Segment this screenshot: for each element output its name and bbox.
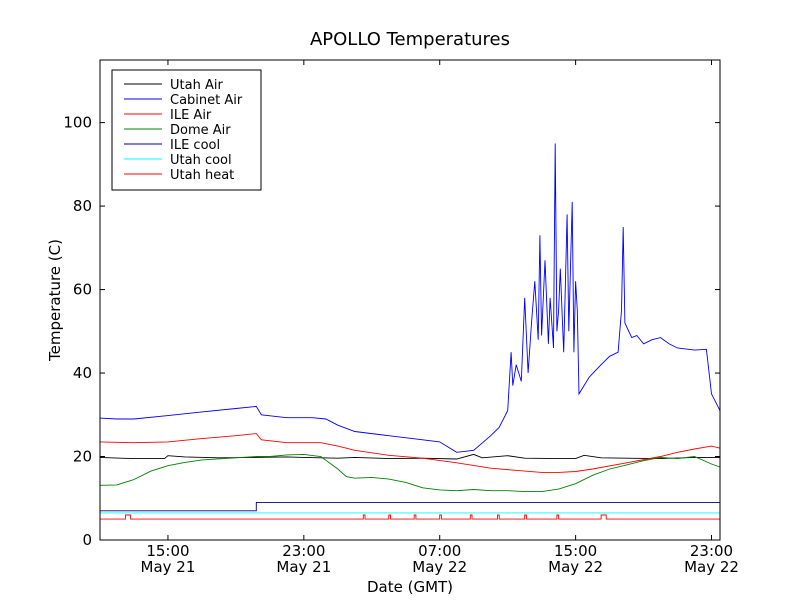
y-tick-label: 40 [73, 364, 92, 382]
x-tick-date: May 21 [141, 558, 196, 576]
legend-label: ILE Air [170, 108, 212, 123]
x-tick-time: 23:00 [690, 542, 733, 560]
x-tick-date: May 22 [548, 558, 603, 576]
legend-label: Dome Air [170, 123, 231, 138]
y-axis-label: Temperature (C) [46, 239, 64, 362]
x-axis-label: Date (GMT) [367, 578, 453, 596]
y-tick-label: 100 [63, 114, 92, 132]
x-tick-time: 15:00 [146, 542, 189, 560]
series-line-ile-air [99, 433, 721, 473]
x-tick-time: 23:00 [282, 542, 325, 560]
plot-frame [99, 59, 721, 541]
y-tick-label: 60 [73, 281, 92, 299]
series-line-ile-cool [100, 501, 720, 512]
legend-label: Cabinet Air [170, 93, 243, 108]
x-tick-date: May 22 [684, 558, 739, 576]
x-tick-time: 07:00 [418, 542, 461, 560]
series-line-utah-heat [100, 514, 720, 520]
legend-label: Utah heat [170, 168, 234, 183]
series-line-dome-air [99, 453, 721, 493]
series-line-utah-air [99, 453, 720, 460]
series-line-cabinet-air [99, 143, 721, 453]
legend-label: Utah cool [170, 153, 232, 168]
y-tick-label: 20 [73, 448, 92, 466]
x-tick-date: May 22 [412, 558, 467, 576]
x-tick-date: May 21 [276, 558, 331, 576]
legend-label: ILE cool [170, 138, 220, 153]
legend-label: Utah Air [170, 78, 223, 93]
y-tick-label: 80 [73, 197, 92, 215]
x-tick-time: 15:00 [554, 542, 597, 560]
y-ticks: 0 20 40 60 80 100 [63, 114, 720, 549]
legend-box [111, 69, 262, 191]
y-tick-label: 0 [82, 531, 92, 549]
chart-title: APOLLO Temperatures [310, 29, 510, 50]
series-lines [99, 143, 721, 520]
